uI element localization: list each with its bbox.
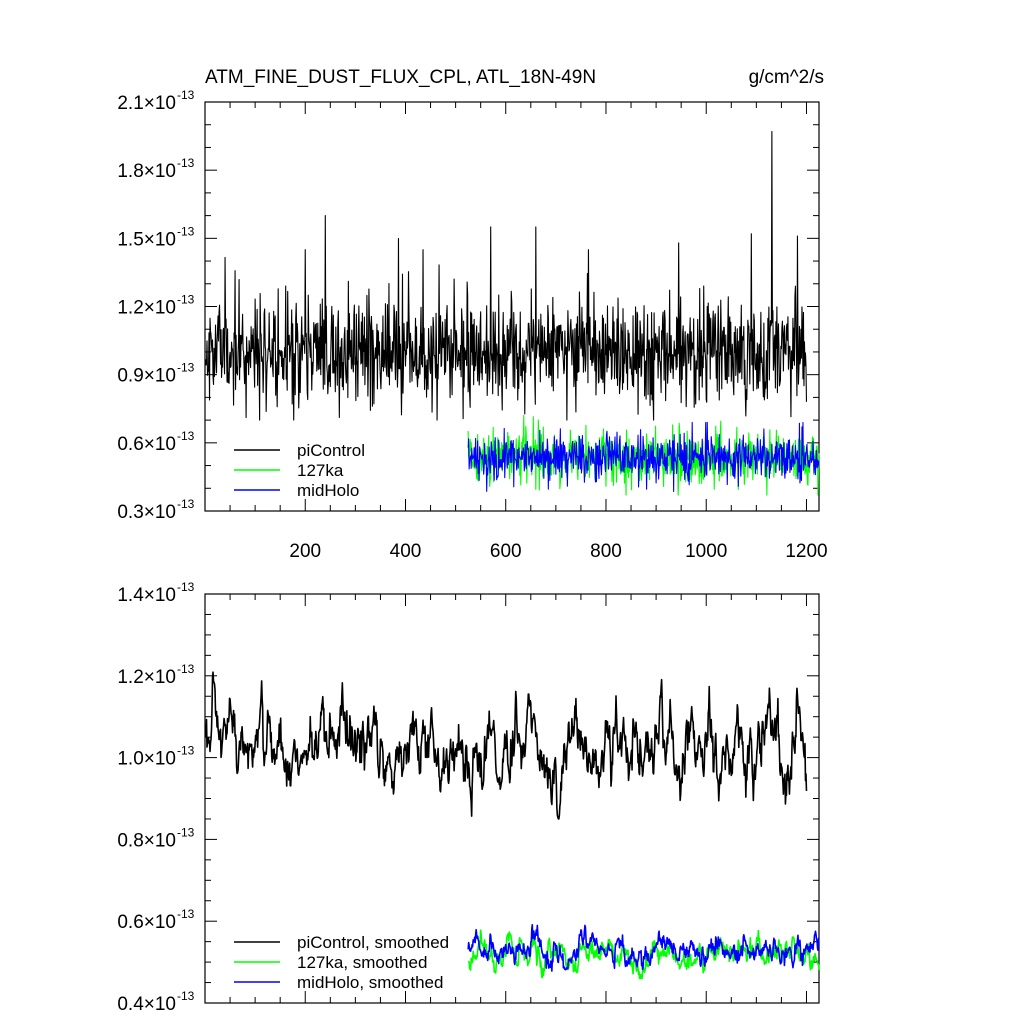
y-tick-exponent: -13 [177, 361, 195, 375]
y-tick-label: 1.8×10 [117, 161, 176, 182]
x-tick-label: 800 [590, 541, 622, 562]
bottom-panel: 0.4×10 -130.6×10 -130.8×10 -131.0×10 -131.2×… [117, 580, 820, 1015]
y-tick-exponent: -13 [177, 88, 195, 102]
y-tick-label: 0.6×10 [117, 912, 176, 933]
series-line [467, 929, 820, 980]
y-tick-exponent: -13 [177, 744, 195, 758]
y-tick-label: 1.2×10 [117, 298, 176, 319]
x-tick-label: 400 [390, 541, 422, 562]
y-tick-label: 0.3×10 [117, 502, 176, 523]
x-tick-label: 1200 [785, 541, 827, 562]
legend-label: midHolo, smoothed [297, 973, 443, 992]
units-label: g/cm^2/s [749, 67, 824, 88]
y-tick-exponent: -13 [177, 293, 195, 307]
legend-label: 127ka, smoothed [297, 953, 427, 972]
y-tick-exponent: -13 [177, 156, 195, 170]
y-tick-label: 0.8×10 [117, 830, 176, 851]
y-tick-exponent: -13 [177, 825, 195, 839]
series-line [467, 924, 820, 972]
series-line [204, 130, 808, 421]
chart-title: ATM_FINE_DUST_FLUX_CPL, ATL_18N-49N [205, 67, 596, 88]
legend-label: midHolo [297, 481, 359, 500]
x-tick-label: 1000 [685, 541, 727, 562]
y-tick-exponent: -13 [177, 662, 195, 676]
y-tick-label: 2.1×10 [117, 93, 176, 114]
series-group [204, 671, 820, 980]
legend-label: piControl [297, 441, 365, 460]
series-group [204, 130, 820, 496]
top-panel: ATM_FINE_DUST_FLUX_CPL, ATL_18N-49N g/cm… [117, 67, 827, 562]
series-line [467, 421, 820, 493]
y-tick-exponent: -13 [177, 989, 195, 1003]
y-tick-label: 0.9×10 [117, 366, 176, 387]
x-tick-label: 200 [289, 541, 321, 562]
x-tick-label: 600 [490, 541, 522, 562]
y-tick-label: 1.5×10 [117, 229, 176, 250]
y-tick-exponent: -13 [177, 429, 195, 443]
y-tick-exponent: -13 [177, 580, 195, 594]
axis-ticks: 0.4×10 -130.6×10 -130.8×10 -131.0×10 -131.2×… [117, 580, 819, 1015]
y-tick-label: 1.4×10 [117, 585, 176, 606]
y-tick-label: 1.0×10 [117, 749, 176, 770]
y-tick-label: 0.4×10 [117, 994, 176, 1015]
legend-label: piControl, smoothed [297, 933, 449, 952]
series-line [204, 671, 808, 820]
y-tick-label: 0.6×10 [117, 434, 176, 455]
legend-label: 127ka [297, 461, 344, 480]
y-tick-label: 1.2×10 [117, 667, 176, 688]
y-tick-exponent: -13 [177, 907, 195, 921]
y-tick-exponent: -13 [177, 497, 195, 511]
y-tick-exponent: -13 [177, 224, 195, 238]
